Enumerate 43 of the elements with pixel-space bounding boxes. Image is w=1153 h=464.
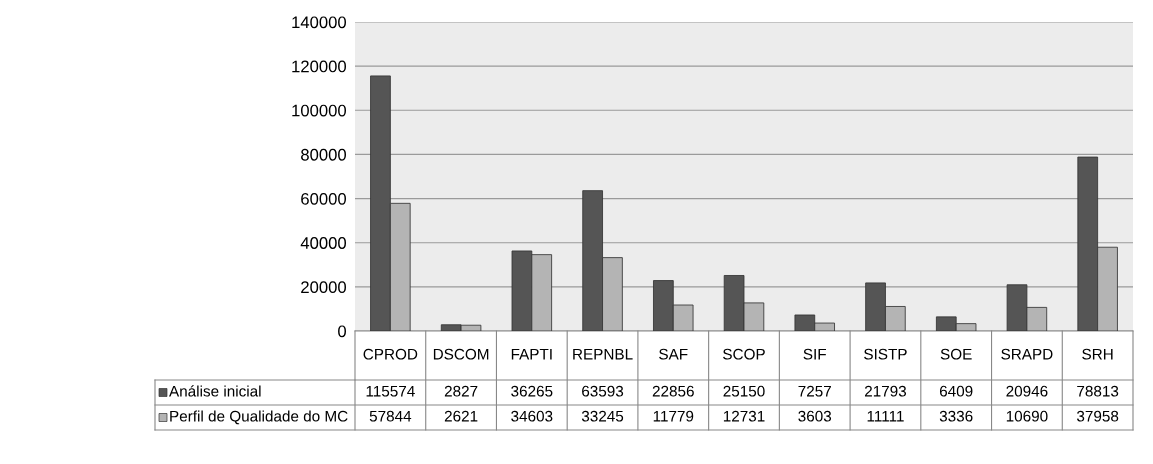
x-tick-label: SIF bbox=[803, 348, 826, 360]
x-tick-label: SCOP bbox=[723, 348, 765, 360]
data-label: 2621 bbox=[444, 410, 478, 422]
data-label: 78813 bbox=[1077, 385, 1119, 397]
x-tick-label: SOE bbox=[940, 348, 972, 360]
data-label: 2827 bbox=[444, 385, 478, 397]
legend-label: Perfil de Qualidade do MC bbox=[170, 410, 348, 425]
x-tick-label: CPROD bbox=[363, 348, 418, 360]
data-label: 3336 bbox=[939, 410, 973, 422]
data-label: 22856 bbox=[652, 385, 694, 397]
y-tick-label: 0 bbox=[338, 325, 347, 338]
y-tick-label: 120000 bbox=[292, 60, 347, 73]
x-tick-label: SRAPD bbox=[1001, 348, 1053, 360]
y-tick-label: 20000 bbox=[301, 281, 347, 294]
data-label: 57844 bbox=[369, 410, 412, 422]
x-tick-label: SRH bbox=[1082, 348, 1113, 360]
data-label: 21793 bbox=[864, 385, 907, 397]
data-label: 63593 bbox=[582, 385, 624, 397]
y-tick-label: 80000 bbox=[301, 148, 347, 161]
data-label: 6409 bbox=[939, 385, 973, 397]
data-label: 25150 bbox=[723, 385, 765, 397]
data-label: 3603 bbox=[798, 410, 832, 422]
legend-label: Análise inicial bbox=[169, 385, 261, 397]
x-tick-label: SAF bbox=[659, 348, 688, 360]
data-label: 12731 bbox=[723, 410, 765, 422]
data-label: 11111 bbox=[867, 410, 904, 422]
y-tick-label: 140000 bbox=[292, 16, 347, 29]
data-label: 20946 bbox=[1006, 385, 1048, 397]
x-tick-label: FAPTI bbox=[511, 348, 552, 360]
data-label: 115574 bbox=[366, 385, 415, 397]
data-label: 33245 bbox=[581, 410, 624, 422]
y-tick-label: 60000 bbox=[301, 192, 347, 205]
x-tick-label: DSCOM bbox=[433, 348, 489, 360]
data-label: 37958 bbox=[1076, 410, 1119, 422]
data-label: 11779 bbox=[653, 410, 694, 422]
x-tick-label: SISTP bbox=[864, 348, 907, 360]
y-tick-label: 100000 bbox=[292, 104, 347, 117]
data-label: 36265 bbox=[511, 385, 553, 397]
y-tick-label: 40000 bbox=[300, 237, 347, 249]
data-label: 10690 bbox=[1006, 410, 1048, 422]
data-label: 7257 bbox=[798, 385, 831, 397]
x-tick-label: REPNBL bbox=[573, 348, 633, 360]
data-label: 34603 bbox=[511, 410, 553, 422]
